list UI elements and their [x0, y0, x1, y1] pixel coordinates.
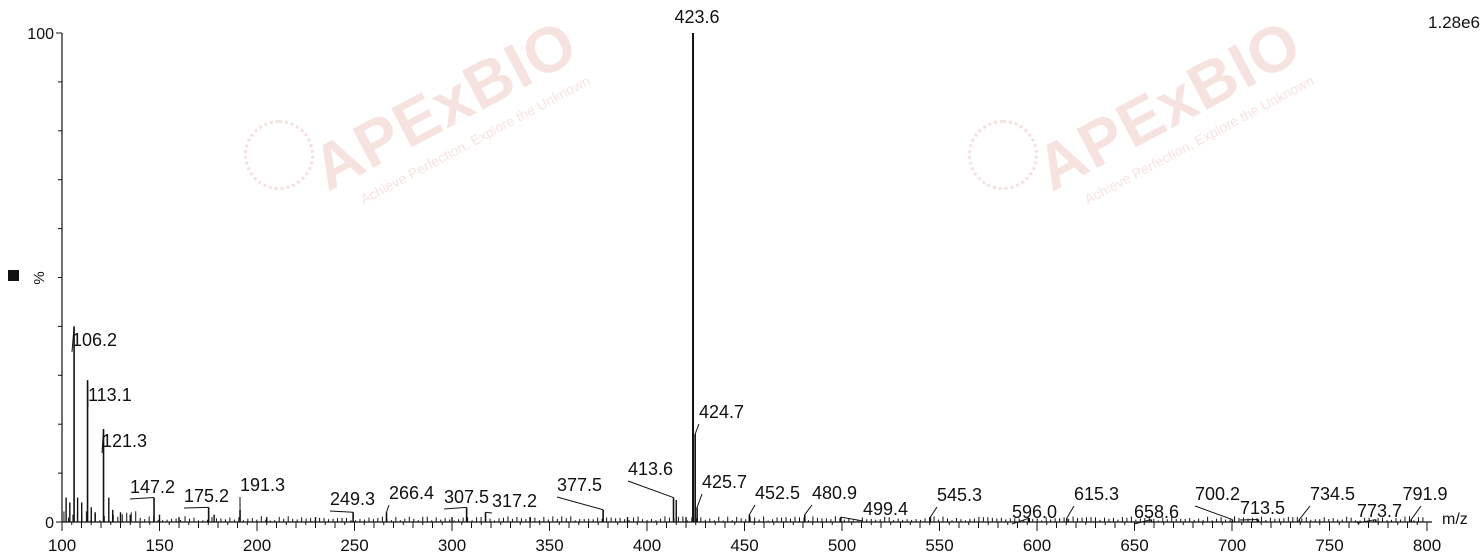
peak-leader [1298, 505, 1311, 520]
watermark-rosette-right [968, 120, 1038, 190]
chart-axes: 0 100 100 150 200 250 300 350 400 450 500 550 600 650… [27, 26, 1441, 555]
peak-label: 658.6 [1134, 502, 1179, 522]
peak-leader [694, 423, 700, 435]
peak-leader [1066, 505, 1075, 519]
peak-leader [1194, 505, 1233, 521]
x-tick-label: 100 [48, 536, 76, 555]
y-tick-label: 0 [45, 515, 54, 532]
peak-leader [1356, 519, 1376, 524]
x-tick-label: 800 [1413, 536, 1441, 555]
peak-leader [840, 516, 864, 522]
peak-label: 734.5 [1310, 484, 1355, 504]
y-axis-label: % [31, 271, 48, 284]
peak-label: 615.3 [1074, 484, 1119, 504]
watermark-rosette-left [244, 120, 314, 190]
x-tick-label: 500 [828, 536, 856, 555]
peak-label: 452.5 [755, 483, 800, 503]
peak-label: 317.2 [492, 491, 537, 511]
peak-leader [386, 504, 390, 513]
peak-label: 413.6 [628, 459, 673, 479]
peak-leader [556, 496, 604, 511]
peak-label: 713.5 [1240, 498, 1285, 518]
peak-label: 425.7 [702, 472, 747, 492]
peak-label: 423.6 [674, 7, 719, 27]
peak-label: 113.1 [88, 385, 132, 405]
x-tick-label: 350 [535, 536, 563, 555]
x-tick-label: 150 [145, 536, 173, 555]
peak-label: 307.5 [444, 487, 489, 507]
peak-label: 545.3 [937, 485, 982, 505]
peak-label: 147.2 [130, 477, 175, 497]
x-tick-label: 250 [340, 536, 368, 555]
peak-leader [129, 497, 155, 500]
peak-leader [443, 506, 467, 510]
peak-leader [804, 504, 813, 515]
x-tick-label: 600 [1023, 536, 1051, 555]
x-tick-label: 750 [1315, 536, 1343, 555]
peak-label: 249.3 [330, 489, 375, 509]
x-axis-label: m/z [1442, 511, 1468, 528]
peak-leader [1410, 505, 1422, 520]
x-tick-label: 400 [633, 536, 661, 555]
y-tick-label: 100 [27, 26, 54, 43]
peak-leader [1133, 519, 1152, 525]
x-tick-label: 450 [730, 536, 758, 555]
peak-leader [183, 506, 209, 509]
peak-leader [696, 493, 703, 508]
peak-leader [329, 510, 354, 513]
peak-label: 499.4 [863, 499, 908, 519]
x-tick-label: 700 [1218, 536, 1246, 555]
labeled-peaks: 106.2 113.1 121.3 147.2 175.2 191.3 249.3 266.4… [71, 7, 1448, 525]
peak-label: 266.4 [389, 483, 434, 503]
peak-leader [929, 506, 938, 518]
peak-label: 773.7 [1357, 501, 1402, 521]
legend-square-icon [8, 270, 19, 281]
peak-leader [485, 511, 493, 514]
x-tick-label: 550 [925, 536, 953, 555]
peak-leader [101, 429, 105, 454]
peak-leader [748, 504, 756, 515]
peak-leader [1011, 517, 1030, 525]
peak-label: 596.0 [1012, 502, 1057, 522]
peak-label: 106.2 [72, 330, 117, 350]
peak-label: 175.2 [184, 486, 229, 506]
intensity-label: 1.28e6 [1428, 13, 1480, 32]
peak-leader [71, 326, 75, 353]
peak-label: 191.3 [240, 475, 285, 495]
peak-label: 700.2 [1195, 484, 1240, 504]
peak-label: 377.5 [557, 475, 602, 495]
x-tick-label: 300 [438, 536, 466, 555]
peak-label: 424.7 [699, 402, 744, 422]
peak-label: 121.3 [102, 431, 147, 451]
x-tick-label: 200 [243, 536, 271, 555]
peak-label: 480.9 [812, 483, 857, 503]
peak-label: 791.9 [1402, 484, 1447, 504]
x-tick-label: 650 [1120, 536, 1148, 555]
peak-leader [627, 480, 674, 499]
